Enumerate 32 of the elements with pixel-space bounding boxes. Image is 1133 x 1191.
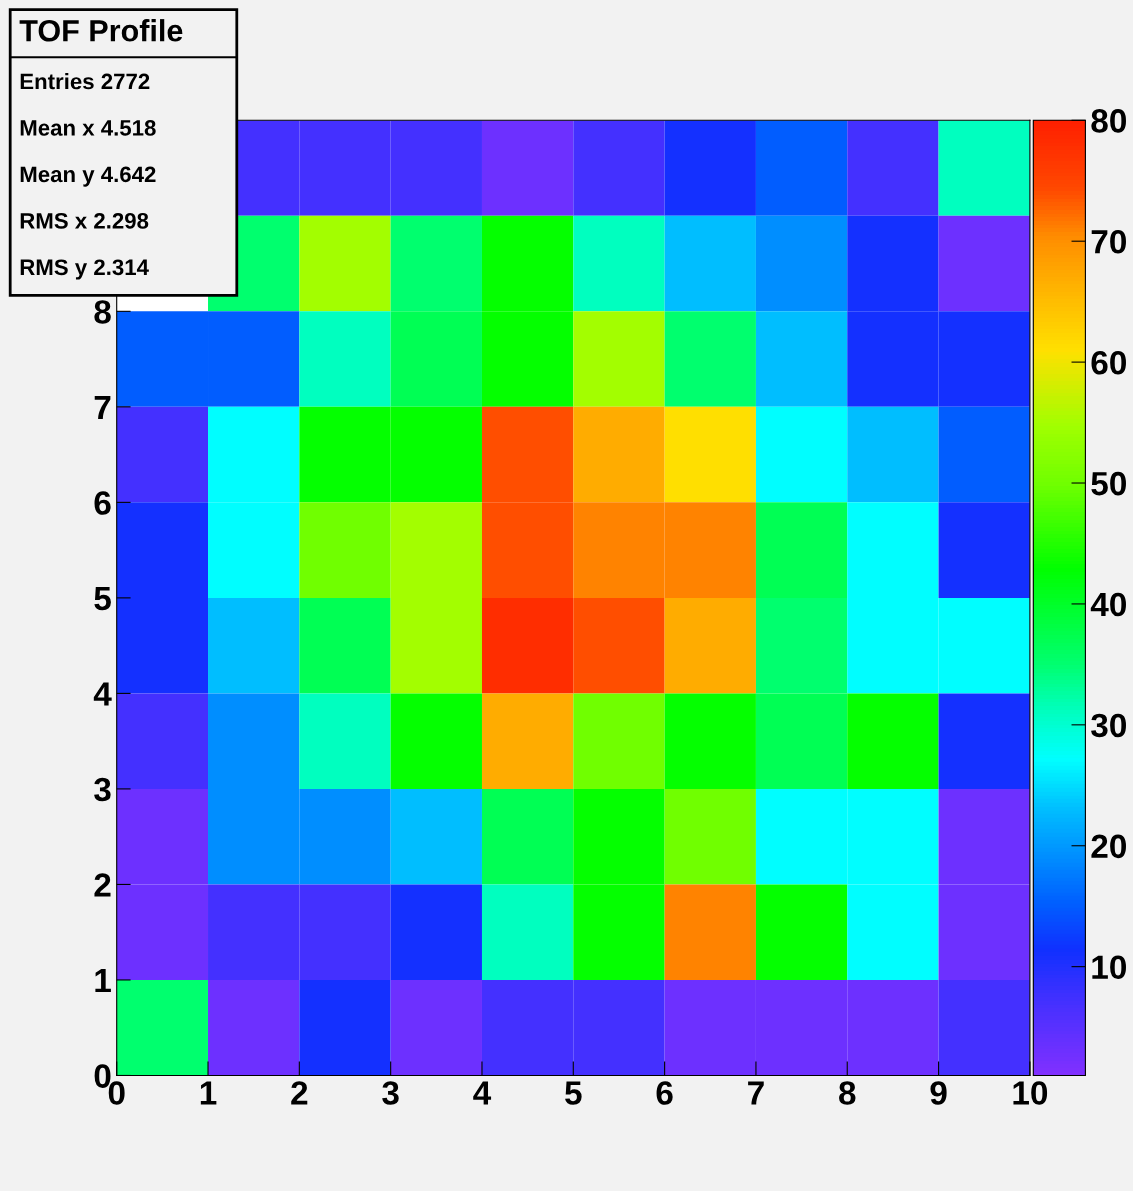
y-tick-label: 7 [94,395,111,419]
color-bar-label: 70 [1091,230,1126,254]
y-tick-label: 1 [95,969,111,993]
y-tick-label: 6 [94,491,111,515]
x-tick-label: 9 [930,1081,947,1105]
chart-title: TOF Profile [19,19,183,42]
color-bar-label: 50 [1091,471,1126,496]
annotation: Mean x 4.518 [20,120,156,136]
x-tick-label: 6 [656,1081,673,1105]
annotation: RMS x 2.298 [20,212,149,229]
color-bar-label: 20 [1091,834,1126,859]
text: Entries 2772 [20,73,150,90]
x-tick-label: 8 [839,1081,856,1105]
color-bar-label: 40 [1090,592,1126,617]
y-tick-label: 8 [94,300,111,324]
y-tick-label: 5 [94,587,111,611]
y-tick-label: 2 [94,873,111,897]
x-tick-label: 5 [565,1081,582,1105]
annotation: RMS y 2.314 [20,259,149,280]
x-tick-label: 4 [473,1081,492,1105]
x-tick-label: 10 [1013,1081,1048,1105]
x-tick-label: 7 [748,1081,764,1105]
y-tick-label: 3 [94,777,111,802]
color-bar-label: 30 [1091,713,1126,738]
x-tick-label: 2 [291,1081,308,1105]
color-bar-label: 10 [1092,955,1126,980]
x-tick-label: 3 [382,1081,399,1105]
y-tick-label: 4 [93,682,112,706]
color-bar-label: 60 [1091,350,1126,375]
color-bar-label: 80 [1091,109,1126,133]
x-tick-label: 1 [200,1081,217,1105]
annotation: Mean y 4.642 [20,166,156,187]
